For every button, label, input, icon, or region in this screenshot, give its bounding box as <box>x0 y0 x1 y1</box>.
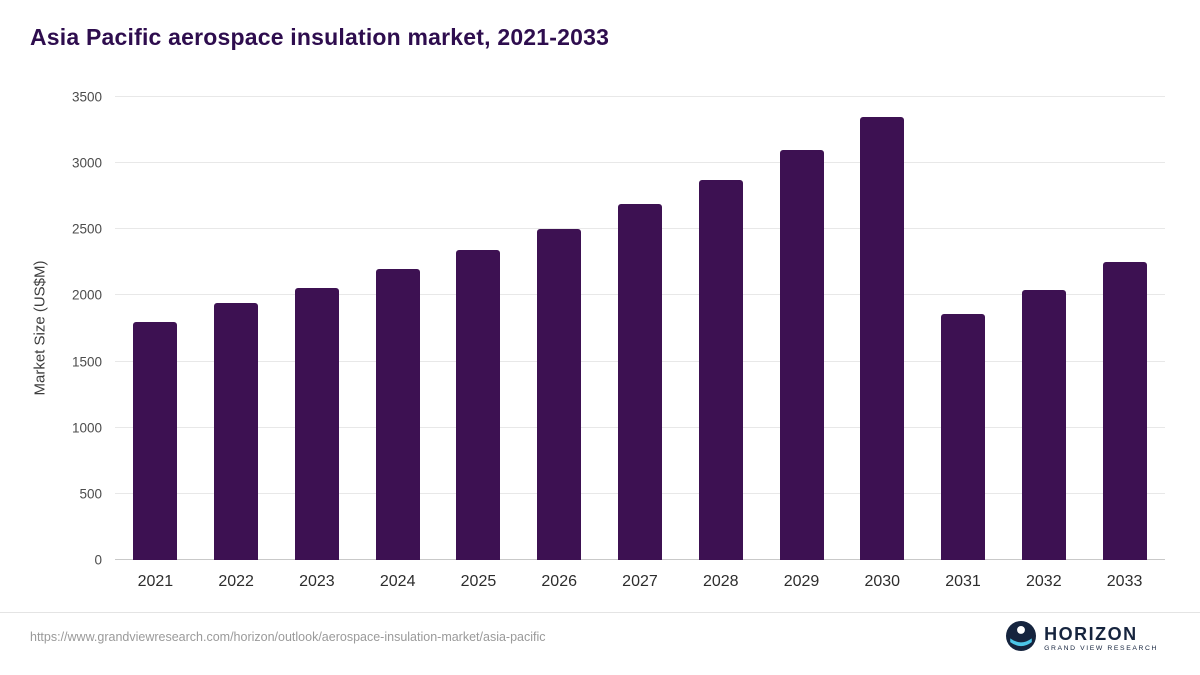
bar-2029 <box>779 149 824 560</box>
x-axis-labels: 2021 2022 2023 2024 2025 2026 2027 2028 2029 2030… <box>115 565 1165 595</box>
bar-slot-2033 <box>1084 97 1165 560</box>
bar-slot-2026 <box>519 97 600 560</box>
bar-slot-2022 <box>196 97 277 560</box>
x-tick-label-2031: 2031 <box>945 573 981 590</box>
bar-2033 <box>1102 262 1147 560</box>
gridline-3500 <box>115 96 1165 97</box>
horizon-logo: HORIZON GRAND VIEW RESEARCH <box>1006 621 1158 656</box>
x-tick-label-2029: 2029 <box>783 573 820 590</box>
y-tick-label-3500: 3500 <box>71 89 102 105</box>
bar-chart: 2021 2022 2023 2024 2025 2026 2027 2028 2029 2030… <box>30 90 1165 595</box>
bar-slot-2029 <box>761 97 842 560</box>
logo-name: HORIZON <box>1044 624 1138 645</box>
bars-container <box>115 97 1165 560</box>
bar-2023 <box>294 287 339 560</box>
plot-area <box>115 96 1165 560</box>
bar-slot-2031 <box>923 97 1004 560</box>
chart-title: Asia Pacific aerospace insulation market… <box>30 24 610 50</box>
y-tick-label-500: 500 <box>79 486 102 502</box>
horizon-logo-icon <box>1006 621 1037 656</box>
y-tick-label-3000: 3000 <box>71 155 102 171</box>
x-tick-label-2027: 2027 <box>622 573 658 590</box>
bar-slot-2025 <box>438 97 519 560</box>
bar-slot-2027 <box>600 97 681 560</box>
x-tick-label-2025: 2025 <box>460 573 497 590</box>
bar-2026 <box>537 229 582 560</box>
x-tick-label-2032: 2032 <box>1026 573 1062 590</box>
bar-2021 <box>133 321 178 560</box>
x-tick-label-2024: 2024 <box>379 573 416 590</box>
bar-2032 <box>1021 290 1066 560</box>
bar-2022 <box>214 303 259 560</box>
bar-slot-2032 <box>1003 97 1084 560</box>
gridline-3000 <box>115 162 1165 164</box>
footer-divider <box>0 612 1200 613</box>
source-url: https://www.grandviewresearch.com/horizo… <box>30 630 546 644</box>
y-tick-label-2500: 2500 <box>71 221 102 237</box>
bar-2028 <box>698 180 743 560</box>
x-tick-label-2028: 2028 <box>702 573 739 590</box>
x-tick-label-2033: 2033 <box>1106 573 1143 590</box>
bar-slot-2028 <box>680 97 761 560</box>
x-tick-label-2026: 2026 <box>541 573 577 590</box>
x-tick-label-2021: 2021 <box>137 573 174 590</box>
bar-2031 <box>941 313 986 560</box>
bar-2027 <box>617 204 662 560</box>
x-tick-label-2023: 2023 <box>299 573 335 590</box>
y-tick-label-2000: 2000 <box>71 287 102 303</box>
bar-2024 <box>375 268 420 560</box>
y-tick-label-0: 0 <box>94 552 102 568</box>
bar-2030 <box>860 116 905 560</box>
bar-2025 <box>456 250 501 560</box>
logo-subtitle: GRAND VIEW RESEARCH <box>1044 644 1158 652</box>
logo-text: HORIZON GRAND VIEW RESEARCH <box>1044 624 1158 652</box>
y-tick-label-1500: 1500 <box>71 354 102 370</box>
bar-slot-2030 <box>842 97 923 560</box>
y-tick-label-1000: 1000 <box>71 420 102 436</box>
bar-slot-2024 <box>357 97 438 560</box>
bar-slot-2021 <box>115 97 196 560</box>
x-tick-label-2030: 2030 <box>864 573 901 590</box>
bar-slot-2023 <box>277 97 358 560</box>
x-tick-label-2022: 2022 <box>218 573 254 590</box>
